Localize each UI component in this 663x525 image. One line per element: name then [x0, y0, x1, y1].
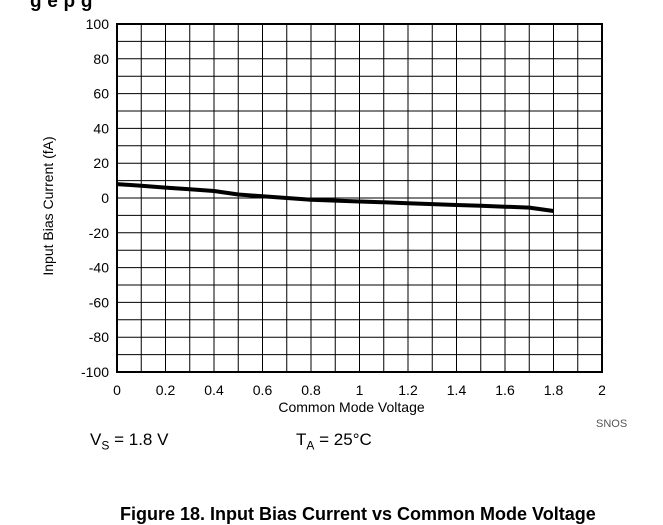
x-tick-label: 0.8	[301, 382, 321, 398]
y-tick-labels: 100 80 60 40 20 0 -20 -40 -60 -80 -100	[81, 16, 109, 380]
temperature-condition: TA = 25°C	[296, 430, 372, 453]
plot-frame	[116, 23, 603, 373]
figure-caption: Figure 18. Input Bias Current vs Common …	[120, 504, 596, 524]
y-axis-title: Input Bias Current (fA)	[40, 136, 56, 275]
x-tick-label: 1.8	[544, 382, 564, 398]
y-tick-label: 100	[86, 16, 110, 32]
x-tick-label: 1.6	[495, 382, 515, 398]
y-tick-label: 20	[93, 155, 109, 171]
y-tick-label: -60	[89, 294, 109, 310]
y-tick-label: 0	[101, 190, 109, 206]
x-tick-label: 0.6	[253, 382, 273, 398]
x-tick-label: 2	[598, 382, 606, 398]
line-chart: 0 0.2 0.4 0.6 0.8 1 1.2 1.4 1.6 1.8 2 100 80 60 40 20 0…	[40, 16, 627, 430]
chart-grid	[117, 24, 602, 372]
y-tick-label: 60	[93, 86, 109, 102]
x-tick-label: 0.4	[204, 382, 224, 398]
y-tick-label: -20	[89, 225, 109, 241]
y-tick-label: -80	[89, 329, 109, 345]
x-tick-label: 1.2	[398, 382, 418, 398]
x-tick-label: 0.2	[156, 382, 176, 398]
header-fragment: g e p g	[30, 0, 93, 12]
y-tick-label: 40	[93, 120, 109, 136]
y-tick-label: -40	[89, 260, 109, 276]
x-axis-title: Common Mode Voltage	[278, 399, 425, 415]
bias-current-line	[116, 182, 554, 213]
figure-code: SNOS	[596, 418, 627, 430]
x-tick-label: 1	[356, 382, 364, 398]
y-tick-label: 80	[93, 51, 109, 67]
x-tick-label: 0	[113, 382, 121, 398]
x-tick-labels: 0 0.2 0.4 0.6 0.8 1 1.2 1.4 1.6 1.8 2	[113, 382, 606, 398]
chart-series	[116, 182, 554, 213]
x-tick-label: 1.4	[447, 382, 467, 398]
y-tick-label: -100	[81, 364, 109, 380]
supply-voltage-condition: VS = 1.8 V	[90, 430, 169, 453]
